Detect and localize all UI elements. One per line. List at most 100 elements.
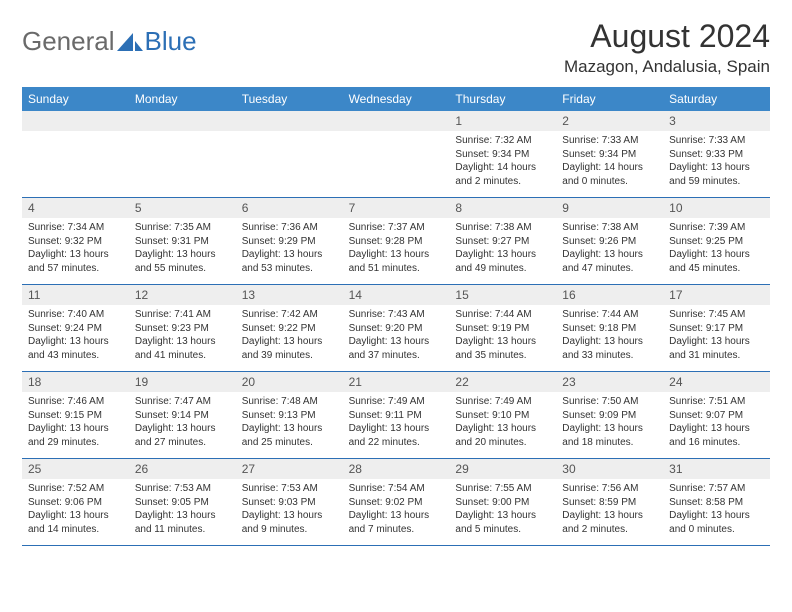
day-number: 23 xyxy=(556,372,663,392)
day-number: 31 xyxy=(663,459,770,479)
day-number: 28 xyxy=(343,459,450,479)
day-cell: 7Sunrise: 7:37 AMSunset: 9:28 PMDaylight… xyxy=(343,198,450,284)
day-details: Sunrise: 7:52 AMSunset: 9:06 PMDaylight:… xyxy=(22,479,129,540)
sunset-text: Sunset: 9:19 PM xyxy=(455,322,550,336)
day-details: Sunrise: 7:56 AMSunset: 8:59 PMDaylight:… xyxy=(556,479,663,540)
day-details: Sunrise: 7:49 AMSunset: 9:11 PMDaylight:… xyxy=(343,392,450,453)
sunrise-text: Sunrise: 7:53 AM xyxy=(242,482,337,496)
sunset-text: Sunset: 9:34 PM xyxy=(562,148,657,162)
empty-day-header xyxy=(236,111,343,131)
daylight-text: Daylight: 13 hours and 9 minutes. xyxy=(242,509,337,536)
day-details: Sunrise: 7:53 AMSunset: 9:05 PMDaylight:… xyxy=(129,479,236,540)
sunset-text: Sunset: 9:25 PM xyxy=(669,235,764,249)
day-cell: 11Sunrise: 7:40 AMSunset: 9:24 PMDayligh… xyxy=(22,285,129,371)
day-cell: 9Sunrise: 7:38 AMSunset: 9:26 PMDaylight… xyxy=(556,198,663,284)
sunrise-text: Sunrise: 7:55 AM xyxy=(455,482,550,496)
day-details: Sunrise: 7:41 AMSunset: 9:23 PMDaylight:… xyxy=(129,305,236,366)
day-number: 7 xyxy=(343,198,450,218)
day-details: Sunrise: 7:57 AMSunset: 8:58 PMDaylight:… xyxy=(663,479,770,540)
sunrise-text: Sunrise: 7:44 AM xyxy=(455,308,550,322)
daylight-text: Daylight: 13 hours and 55 minutes. xyxy=(135,248,230,275)
sunrise-text: Sunrise: 7:48 AM xyxy=(242,395,337,409)
sunrise-text: Sunrise: 7:33 AM xyxy=(562,134,657,148)
day-cell: 22Sunrise: 7:49 AMSunset: 9:10 PMDayligh… xyxy=(449,372,556,458)
day-details: Sunrise: 7:49 AMSunset: 9:10 PMDaylight:… xyxy=(449,392,556,453)
sunset-text: Sunset: 9:32 PM xyxy=(28,235,123,249)
sunrise-text: Sunrise: 7:54 AM xyxy=(349,482,444,496)
weeks-container: 1Sunrise: 7:32 AMSunset: 9:34 PMDaylight… xyxy=(22,111,770,546)
daylight-text: Daylight: 13 hours and 45 minutes. xyxy=(669,248,764,275)
week-row: 18Sunrise: 7:46 AMSunset: 9:15 PMDayligh… xyxy=(22,372,770,459)
day-number: 8 xyxy=(449,198,556,218)
sunset-text: Sunset: 9:20 PM xyxy=(349,322,444,336)
day-cell: 13Sunrise: 7:42 AMSunset: 9:22 PMDayligh… xyxy=(236,285,343,371)
day-cell: 12Sunrise: 7:41 AMSunset: 9:23 PMDayligh… xyxy=(129,285,236,371)
sunrise-text: Sunrise: 7:47 AM xyxy=(135,395,230,409)
calendar-page: General Blue August 2024 Mazagon, Andalu… xyxy=(0,0,792,564)
sunset-text: Sunset: 9:23 PM xyxy=(135,322,230,336)
day-number: 29 xyxy=(449,459,556,479)
sunrise-text: Sunrise: 7:46 AM xyxy=(28,395,123,409)
day-cell: 2Sunrise: 7:33 AMSunset: 9:34 PMDaylight… xyxy=(556,111,663,197)
day-number: 24 xyxy=(663,372,770,392)
day-cell: 17Sunrise: 7:45 AMSunset: 9:17 PMDayligh… xyxy=(663,285,770,371)
day-details: Sunrise: 7:47 AMSunset: 9:14 PMDaylight:… xyxy=(129,392,236,453)
day-details: Sunrise: 7:53 AMSunset: 9:03 PMDaylight:… xyxy=(236,479,343,540)
daylight-text: Daylight: 13 hours and 14 minutes. xyxy=(28,509,123,536)
day-details: Sunrise: 7:54 AMSunset: 9:02 PMDaylight:… xyxy=(343,479,450,540)
sunset-text: Sunset: 8:58 PM xyxy=(669,496,764,510)
daylight-text: Daylight: 13 hours and 20 minutes. xyxy=(455,422,550,449)
sunset-text: Sunset: 9:02 PM xyxy=(349,496,444,510)
day-details: Sunrise: 7:37 AMSunset: 9:28 PMDaylight:… xyxy=(343,218,450,279)
day-cell: 8Sunrise: 7:38 AMSunset: 9:27 PMDaylight… xyxy=(449,198,556,284)
daylight-text: Daylight: 13 hours and 22 minutes. xyxy=(349,422,444,449)
sunset-text: Sunset: 9:34 PM xyxy=(455,148,550,162)
logo-text-blue: Blue xyxy=(145,26,197,57)
daylight-text: Daylight: 13 hours and 27 minutes. xyxy=(135,422,230,449)
day-number: 16 xyxy=(556,285,663,305)
sunset-text: Sunset: 9:14 PM xyxy=(135,409,230,423)
day-cell xyxy=(129,111,236,197)
daylight-text: Daylight: 13 hours and 18 minutes. xyxy=(562,422,657,449)
sunset-text: Sunset: 9:27 PM xyxy=(455,235,550,249)
daylight-text: Daylight: 13 hours and 37 minutes. xyxy=(349,335,444,362)
sunset-text: Sunset: 9:22 PM xyxy=(242,322,337,336)
day-number: 4 xyxy=(22,198,129,218)
sunrise-text: Sunrise: 7:50 AM xyxy=(562,395,657,409)
sunrise-text: Sunrise: 7:38 AM xyxy=(455,221,550,235)
daylight-text: Daylight: 14 hours and 2 minutes. xyxy=(455,161,550,188)
day-cell: 1Sunrise: 7:32 AMSunset: 9:34 PMDaylight… xyxy=(449,111,556,197)
day-cell: 5Sunrise: 7:35 AMSunset: 9:31 PMDaylight… xyxy=(129,198,236,284)
day-number: 10 xyxy=(663,198,770,218)
day-cell: 21Sunrise: 7:49 AMSunset: 9:11 PMDayligh… xyxy=(343,372,450,458)
week-row: 11Sunrise: 7:40 AMSunset: 9:24 PMDayligh… xyxy=(22,285,770,372)
location-text: Mazagon, Andalusia, Spain xyxy=(564,57,770,77)
sunset-text: Sunset: 9:09 PM xyxy=(562,409,657,423)
daylight-text: Daylight: 13 hours and 41 minutes. xyxy=(135,335,230,362)
day-number: 2 xyxy=(556,111,663,131)
sunrise-text: Sunrise: 7:45 AM xyxy=(669,308,764,322)
sunset-text: Sunset: 9:17 PM xyxy=(669,322,764,336)
sunrise-text: Sunrise: 7:39 AM xyxy=(669,221,764,235)
sunrise-text: Sunrise: 7:51 AM xyxy=(669,395,764,409)
day-number: 17 xyxy=(663,285,770,305)
day-cell: 19Sunrise: 7:47 AMSunset: 9:14 PMDayligh… xyxy=(129,372,236,458)
sunrise-text: Sunrise: 7:36 AM xyxy=(242,221,337,235)
day-number: 12 xyxy=(129,285,236,305)
day-details: Sunrise: 7:38 AMSunset: 9:27 PMDaylight:… xyxy=(449,218,556,279)
sunset-text: Sunset: 9:18 PM xyxy=(562,322,657,336)
sunset-text: Sunset: 9:11 PM xyxy=(349,409,444,423)
sunset-text: Sunset: 9:28 PM xyxy=(349,235,444,249)
sunrise-text: Sunrise: 7:41 AM xyxy=(135,308,230,322)
day-cell: 29Sunrise: 7:55 AMSunset: 9:00 PMDayligh… xyxy=(449,459,556,545)
day-cell: 20Sunrise: 7:48 AMSunset: 9:13 PMDayligh… xyxy=(236,372,343,458)
weekday-header: Sunday xyxy=(22,87,129,111)
day-cell: 25Sunrise: 7:52 AMSunset: 9:06 PMDayligh… xyxy=(22,459,129,545)
sunrise-text: Sunrise: 7:52 AM xyxy=(28,482,123,496)
sunrise-text: Sunrise: 7:57 AM xyxy=(669,482,764,496)
day-details: Sunrise: 7:36 AMSunset: 9:29 PMDaylight:… xyxy=(236,218,343,279)
sunrise-text: Sunrise: 7:49 AM xyxy=(349,395,444,409)
day-details: Sunrise: 7:44 AMSunset: 9:18 PMDaylight:… xyxy=(556,305,663,366)
sunset-text: Sunset: 9:05 PM xyxy=(135,496,230,510)
day-details: Sunrise: 7:38 AMSunset: 9:26 PMDaylight:… xyxy=(556,218,663,279)
